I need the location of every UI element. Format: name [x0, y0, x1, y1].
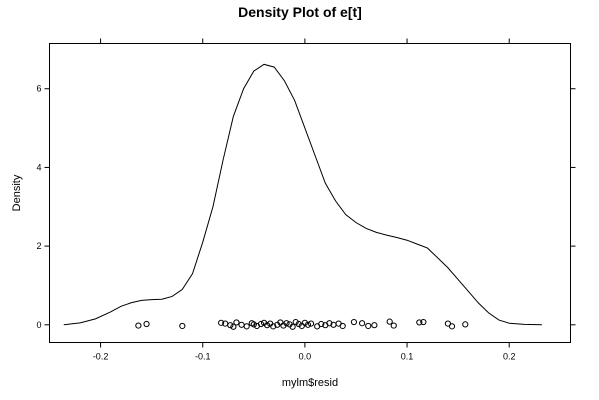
rug-point [179, 322, 186, 330]
rug-point [448, 323, 456, 330]
rug-point [277, 319, 284, 326]
chart-title: Density Plot of e[t] [238, 4, 362, 20]
rug-points [135, 318, 469, 330]
plot-panel [49, 43, 571, 343]
y-tick-label: 6 [36, 84, 41, 94]
rug-point [250, 321, 257, 328]
rug-point [218, 319, 225, 326]
rug-point [359, 320, 366, 327]
rug-point [257, 320, 265, 328]
rug-point [462, 321, 469, 328]
rug-point [307, 320, 315, 327]
rug-point [135, 322, 142, 329]
density-line [63, 63, 542, 326]
x-tick-label: -0.2 [93, 352, 109, 362]
y-tick-label: 0 [36, 320, 41, 330]
rug-point [283, 320, 290, 327]
rug-point [233, 319, 240, 326]
rug-point [270, 323, 277, 330]
x-tick-label: 0.1 [401, 352, 414, 362]
rug-point [230, 323, 237, 330]
rug-point [295, 320, 302, 328]
rug-point [386, 318, 393, 325]
x-tick-label: -0.1 [195, 352, 211, 362]
rug-point [444, 320, 452, 327]
rug-point [371, 322, 378, 329]
axis-ticks: -0.2 -0.1 0.0 0.1 0.2 0 2 4 6 [36, 38, 576, 362]
x-tick-label: 0.2 [503, 352, 516, 362]
y-tick-label: 2 [36, 241, 41, 251]
rug-point [292, 318, 299, 326]
rug-point [339, 322, 346, 330]
x-tick-label: 0.0 [299, 352, 312, 362]
rug-point [318, 320, 325, 328]
rug-point [390, 322, 397, 329]
rug-point [298, 322, 305, 330]
rug-point [304, 321, 312, 328]
y-axis-label: Density [11, 174, 23, 211]
rug-point [301, 319, 308, 326]
rug-point [365, 322, 372, 330]
rug-point [238, 321, 245, 328]
rug-point [263, 322, 271, 329]
rug-point [143, 320, 150, 328]
rug-point [416, 319, 423, 326]
rug-point [227, 322, 234, 329]
rug-point [420, 318, 427, 326]
y-tick-label: 4 [36, 162, 41, 172]
x-axis-label: mylm$resid [282, 377, 338, 389]
rug-point [243, 323, 250, 330]
rug-point [326, 320, 333, 327]
rug-point [289, 323, 296, 330]
rug-point [350, 318, 358, 326]
